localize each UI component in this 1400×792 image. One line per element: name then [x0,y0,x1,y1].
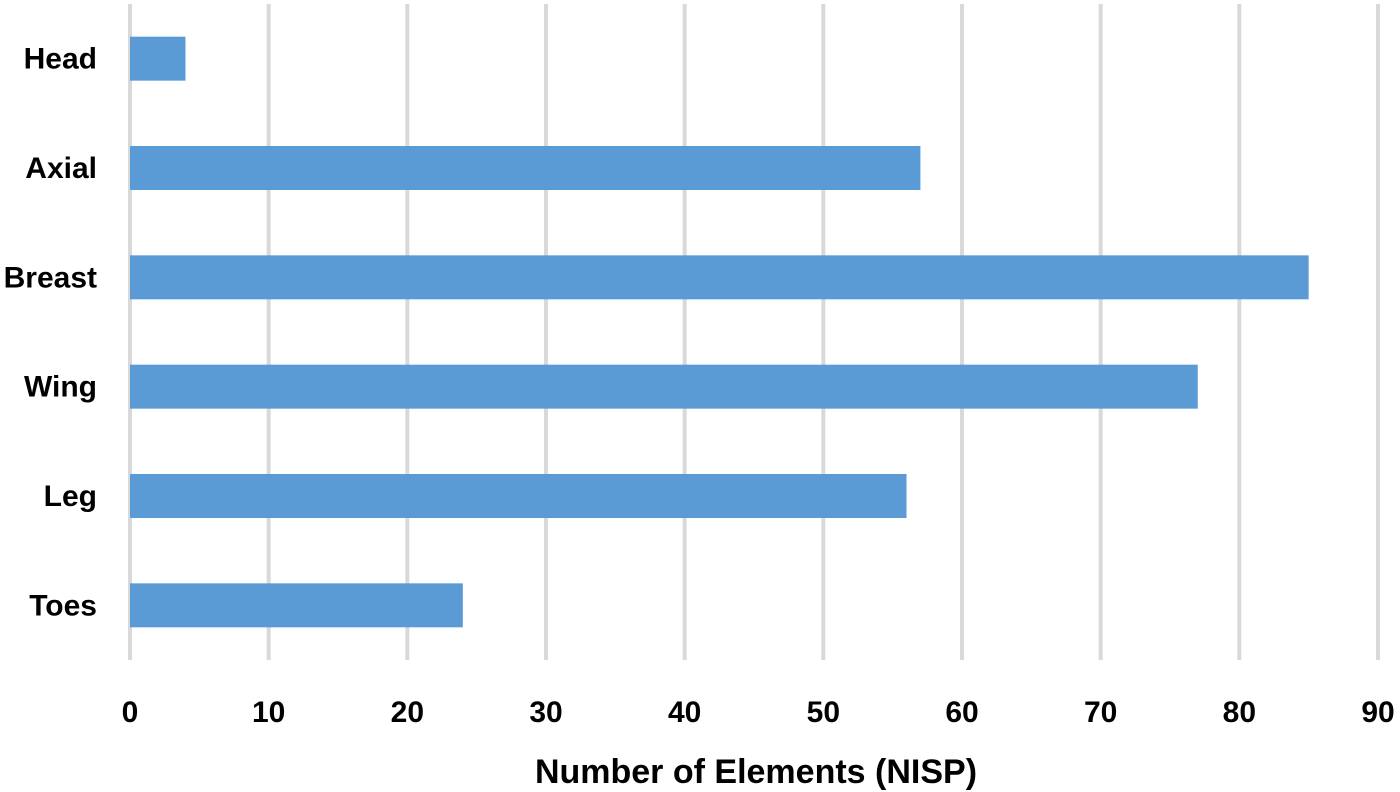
gridlines [128,4,1380,660]
x-tick-label: 70 [1084,696,1117,729]
x-tick-label: 90 [1361,696,1394,729]
bar-toes [130,583,463,628]
x-tick-label: 0 [122,696,139,729]
category-label-wing: Wing [24,371,97,404]
x-tick-label: 10 [252,696,285,729]
x-axis-title: Number of Elements (NISP) [535,753,977,791]
bar-axial [130,146,921,190]
bars [130,36,1309,628]
category-label-head: Head [24,43,97,76]
x-tick-labels: 0 10 20 30 40 50 60 70 80 90 [122,696,1395,729]
x-tick-label: 40 [668,696,701,729]
x-tick-label: 20 [391,696,424,729]
category-label-breast: Breast [4,261,97,294]
x-tick-label: 80 [1223,696,1256,729]
bar-wing [130,364,1198,409]
x-tick-label: 60 [945,696,978,729]
bar-head [130,36,186,81]
x-tick-label: 50 [807,696,840,729]
bar-leg [130,474,907,518]
category-labels: Head Axial Breast Wing Leg Toes [4,43,97,623]
category-label-leg: Leg [44,480,97,513]
category-label-axial: Axial [25,152,97,185]
category-label-toes: Toes [29,589,97,622]
x-tick-label: 30 [529,696,562,729]
bar-breast [130,255,1309,300]
